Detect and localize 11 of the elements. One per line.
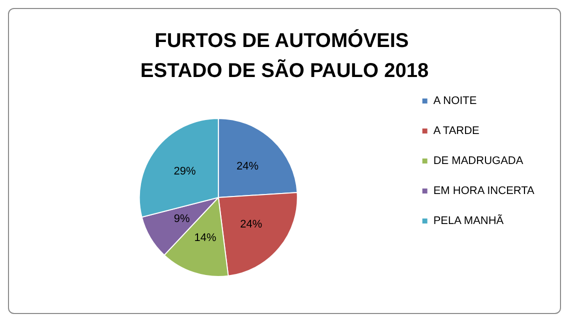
data-label: 24% [240, 218, 262, 231]
data-label: 14% [194, 232, 216, 244]
legend-label: EM HORA INCERTA [433, 185, 536, 197]
legend-label: PELA MANHÃ [433, 214, 504, 227]
legend-label: A NOITE [433, 95, 477, 107]
data-label: 24% [236, 160, 259, 172]
chart-title: FURTOS DE AUTOMÓVEIS ESTADO DE SÃO PAULO 2018 [140, 29, 429, 82]
data-label: 9% [174, 213, 190, 226]
legend-label: A TARDE [433, 125, 480, 137]
legend-label: DE MADRUGADA [433, 155, 524, 167]
data-label: 29% [174, 165, 196, 178]
